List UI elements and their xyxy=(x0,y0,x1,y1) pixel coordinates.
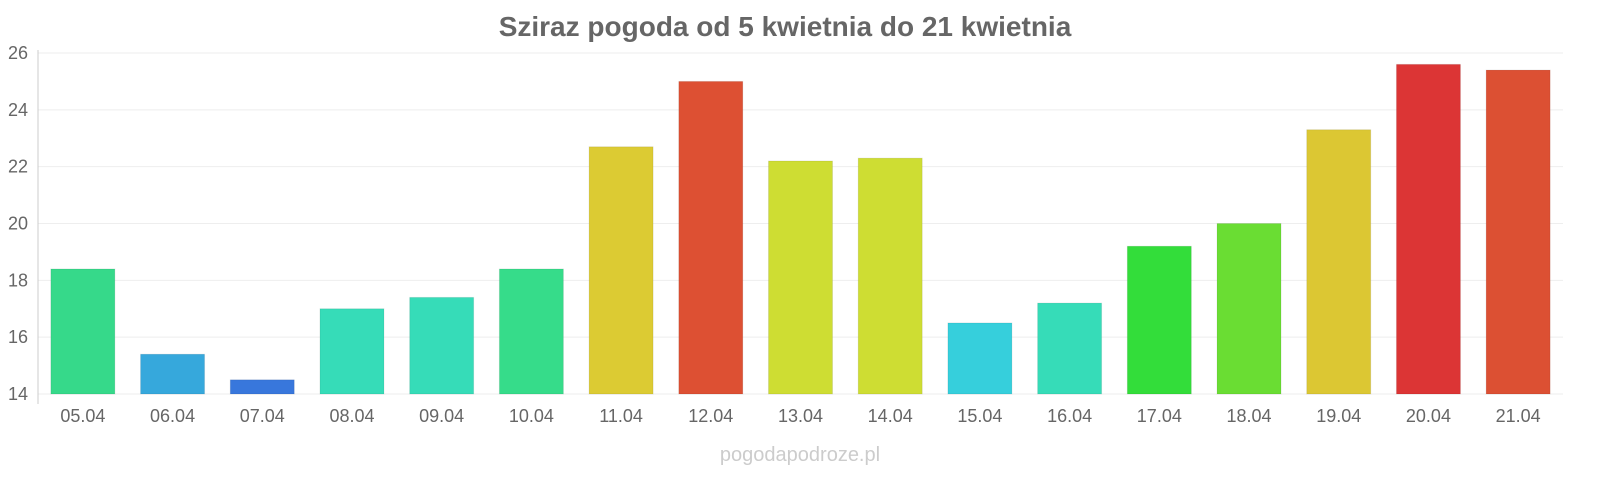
bars xyxy=(50,63,1551,395)
bar-10.04[interactable] xyxy=(498,268,564,395)
bar-12.04[interactable] xyxy=(678,80,744,395)
bar-18.04[interactable] xyxy=(1216,223,1282,395)
bar-21.04[interactable] xyxy=(1485,69,1551,395)
bar-13.04[interactable] xyxy=(768,160,833,395)
x-tick-label: 13.04 xyxy=(778,406,823,426)
bar-06.04[interactable] xyxy=(140,353,206,395)
x-tick-label: 07.04 xyxy=(240,406,285,426)
y-tick-label: 14 xyxy=(8,384,28,404)
bar-19.04[interactable] xyxy=(1306,129,1372,395)
x-tick-label: 12.04 xyxy=(688,406,733,426)
bar-07.04[interactable] xyxy=(229,379,295,395)
y-axis-labels: 14 16 18 20 22 24 26 xyxy=(8,43,28,404)
x-axis-labels: 05.04 06.04 07.04 08.04 09.04 10.04 11.04 12.04… xyxy=(60,406,1540,426)
x-tick-label: 06.04 xyxy=(150,406,195,426)
y-tick-label: 16 xyxy=(8,327,28,347)
x-tick-label: 20.04 xyxy=(1406,406,1451,426)
y-tick-label: 24 xyxy=(8,100,28,120)
bar-20.04[interactable] xyxy=(1395,63,1461,395)
bar-17.04[interactable] xyxy=(1126,245,1192,395)
x-tick-label: 09.04 xyxy=(419,406,464,426)
x-tick-label: 16.04 xyxy=(1047,406,1092,426)
x-tick-label: 11.04 xyxy=(599,406,643,426)
y-tick-label: 26 xyxy=(8,43,28,63)
bar-08.04[interactable] xyxy=(319,308,385,395)
bar-09.04[interactable] xyxy=(409,296,475,395)
x-tick-label: 05.04 xyxy=(60,406,105,426)
x-tick-label: 08.04 xyxy=(329,406,374,426)
x-tick-label: 14.04 xyxy=(868,406,913,426)
y-tick-label: 20 xyxy=(8,214,28,234)
x-tick-label: 17.04 xyxy=(1137,406,1182,426)
x-tick-label: 19.04 xyxy=(1316,406,1361,426)
bar-15.04[interactable] xyxy=(947,322,1013,395)
bar-11.04[interactable] xyxy=(588,146,654,395)
bar-16.04[interactable] xyxy=(1037,302,1103,395)
y-tick-label: 22 xyxy=(8,157,28,177)
x-tick-label: 21.04 xyxy=(1496,406,1541,426)
x-tick-label: 10.04 xyxy=(509,406,554,426)
x-tick-label: 15.04 xyxy=(957,406,1002,426)
y-tick-label: 18 xyxy=(8,270,28,290)
bar-05.04[interactable] xyxy=(50,268,116,395)
chart-title: Sziraz pogoda od 5 kwietnia do 21 kwietn… xyxy=(499,11,1072,42)
bar-14.04[interactable] xyxy=(857,157,923,395)
x-tick-label: 18.04 xyxy=(1227,406,1272,426)
watermark: pogodapodroze.pl xyxy=(720,444,880,466)
